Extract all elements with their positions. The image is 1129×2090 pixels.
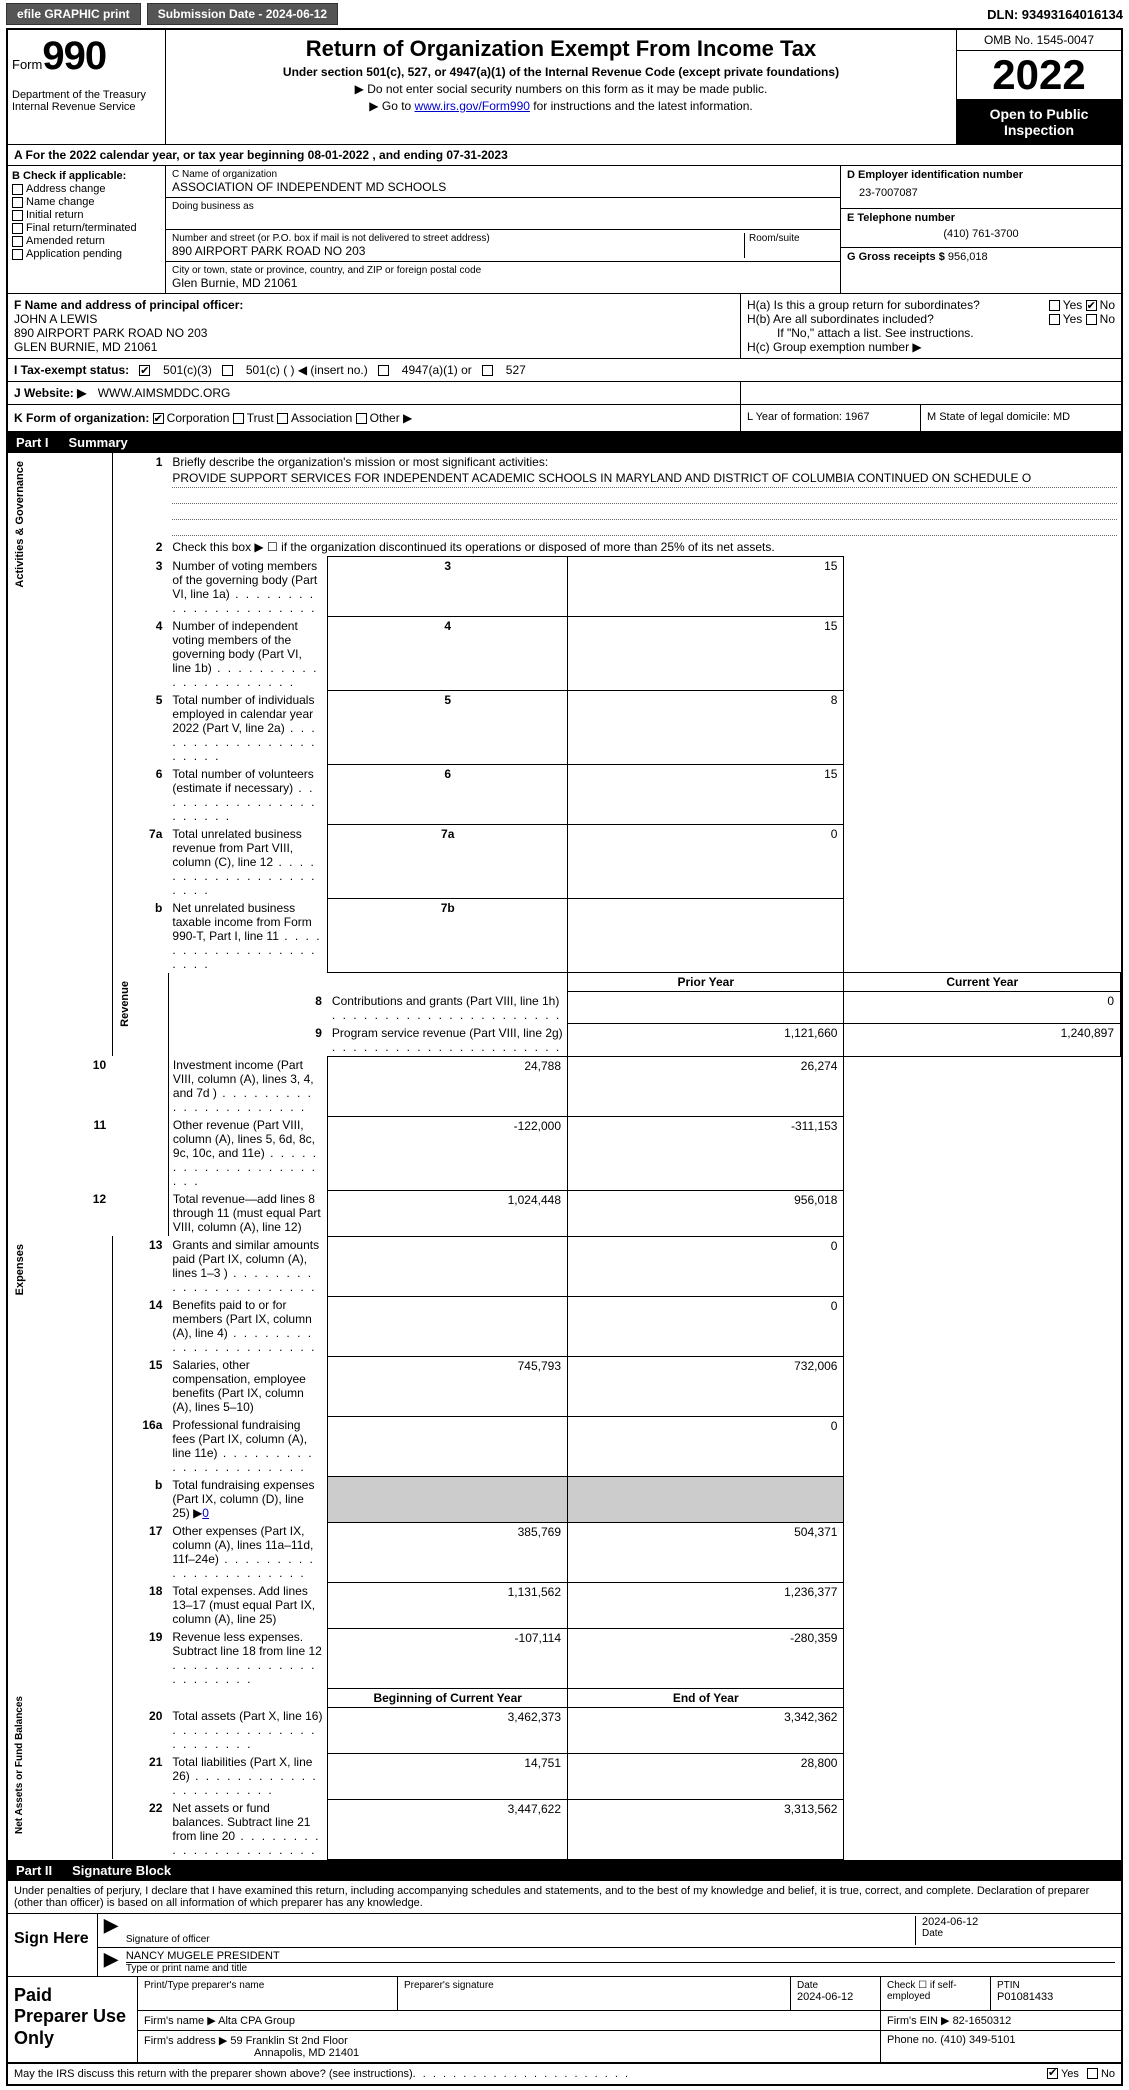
col-d: D Employer identification number 23-7007…	[841, 166, 1121, 293]
group-return: H(a) Is this a group return for subordin…	[741, 294, 1121, 358]
public-inspection: Open to Public Inspection	[957, 100, 1121, 144]
form-title: Return of Organization Exempt From Incom…	[170, 36, 952, 62]
firm-phone: (410) 349-5101	[940, 2034, 1015, 2046]
side-netassets: Net Assets or Fund Balances	[12, 1690, 27, 1840]
chk-discuss-no[interactable]	[1087, 2068, 1098, 2079]
row-a-period: A For the 2022 calendar year, or tax yea…	[8, 145, 1121, 166]
col-b-checkboxes: B Check if applicable: Address change Na…	[8, 166, 166, 293]
v7b	[568, 899, 844, 973]
form-990: Form990 Department of the Treasury Inter…	[6, 28, 1123, 2086]
chk-ha-yes[interactable]	[1049, 300, 1060, 311]
dln-label: DLN: 93493164016134	[987, 7, 1123, 22]
side-revenue: Revenue	[117, 975, 133, 1033]
street: 890 AIRPORT PARK ROAD NO 203	[172, 244, 744, 258]
topbar: efile GRAPHIC print Submission Date - 20…	[0, 0, 1129, 28]
state-domicile: M State of legal domicile: MD	[921, 405, 1121, 431]
chk-501c[interactable]	[222, 365, 233, 376]
chk-trust[interactable]	[233, 413, 244, 424]
year-formation: L Year of formation: 1967	[741, 405, 921, 431]
website-row: J Website: ▶ WWW.AIMSMDDC.ORG	[8, 382, 741, 404]
form-subtitle: Under section 501(c), 527, or 4947(a)(1)…	[170, 65, 952, 79]
arrow-icon: ▶	[104, 1916, 118, 1945]
chk-assoc[interactable]	[277, 413, 288, 424]
perjury-declaration: Under penalties of perjury, I declare th…	[8, 1881, 1121, 1913]
title-box: Return of Organization Exempt From Incom…	[166, 30, 956, 144]
sig-date: 2024-06-12	[922, 1916, 1115, 1928]
form-number: 990	[42, 34, 106, 78]
city-state-zip: Glen Burnie, MD 21061	[172, 276, 834, 290]
chk-other[interactable]	[356, 413, 367, 424]
v6: 15	[568, 765, 844, 825]
mission: PROVIDE SUPPORT SERVICES FOR INDEPENDENT…	[172, 469, 1116, 488]
tax-year: 2022	[957, 51, 1121, 100]
chk-ha-no[interactable]	[1086, 300, 1097, 311]
chk-amended[interactable]: Amended return	[12, 235, 161, 247]
footer: For Paperwork Reduction Act Notice, see …	[0, 2086, 1129, 2090]
side-activities: Activities & Governance	[12, 455, 28, 594]
entity-block: B Check if applicable: Address change Na…	[8, 166, 1121, 294]
firm-address: 59 Franklin St 2nd Floor	[230, 2035, 347, 2047]
v4: 15	[568, 617, 844, 691]
org-name: ASSOCIATION OF INDEPENDENT MD SCHOOLS	[172, 180, 834, 194]
part1-header: Part I Summary	[8, 432, 1121, 453]
chk-501c3[interactable]	[139, 365, 150, 376]
year-box: OMB No. 1545-0047 2022 Open to Public In…	[956, 30, 1121, 144]
part1-table: Activities & Governance 1 Briefly descri…	[8, 453, 1121, 1860]
paid-preparer-block: Paid Preparer Use Only Print/Type prepar…	[8, 1977, 1121, 2064]
chk-final-return[interactable]: Final return/terminated	[12, 222, 161, 234]
form-id-box: Form990 Department of the Treasury Inter…	[8, 30, 166, 144]
gross-receipts: 956,018	[948, 251, 988, 263]
omb-number: OMB No. 1545-0047	[957, 30, 1121, 51]
form-of-org: K Form of organization: Corporation Trus…	[8, 405, 1121, 432]
note-ssn: ▶ Do not enter social security numbers o…	[170, 82, 952, 96]
chk-4947[interactable]	[378, 365, 389, 376]
arrow-icon: ▶	[104, 1950, 118, 1974]
tax-exempt-status: I Tax-exempt status: 501(c)(3) 501(c) ( …	[8, 359, 1121, 382]
efile-print-button[interactable]: efile GRAPHIC print	[6, 3, 141, 25]
submission-date-button[interactable]: Submission Date - 2024-06-12	[147, 3, 338, 25]
sign-here-block: Sign Here ▶ Signature of officer 2024-06…	[8, 1913, 1121, 1977]
fundraising-link[interactable]: 0	[202, 1506, 209, 1520]
chk-discuss-yes[interactable]	[1047, 2068, 1058, 2079]
v3: 15	[568, 557, 844, 617]
dept-treasury: Department of the Treasury	[12, 89, 161, 101]
side-expenses: Expenses	[12, 1238, 28, 1301]
irs-label: Internal Revenue Service	[12, 101, 161, 113]
v7a: 0	[568, 825, 844, 899]
form-header: Form990 Department of the Treasury Inter…	[8, 30, 1121, 145]
firm-ein: 82-1650312	[953, 2015, 1012, 2027]
irs-discuss-row: May the IRS discuss this return with the…	[8, 2064, 1121, 2084]
chk-app-pending[interactable]: Application pending	[12, 248, 161, 260]
chk-address-change[interactable]: Address change	[12, 183, 161, 195]
chk-initial-return[interactable]: Initial return	[12, 209, 161, 221]
officer-group-row: F Name and address of principal officer:…	[8, 294, 1121, 359]
principal-officer: F Name and address of principal officer:…	[8, 294, 741, 358]
chk-hb-no[interactable]	[1086, 314, 1097, 325]
chk-name-change[interactable]: Name change	[12, 196, 161, 208]
irs-link[interactable]: www.irs.gov/Form990	[415, 99, 530, 113]
col-c-org: C Name of organization ASSOCIATION OF IN…	[166, 166, 841, 293]
officer-name-title: NANCY MUGELE PRESIDENT	[126, 1950, 1115, 1963]
chk-hb-yes[interactable]	[1049, 314, 1060, 325]
firm-name: Alta CPA Group	[218, 2015, 295, 2027]
part2-header: Part II Signature Block	[8, 1860, 1121, 1881]
telephone: (410) 761-3700	[847, 224, 1115, 244]
chk-corp[interactable]	[153, 413, 164, 424]
dba	[172, 212, 834, 226]
ein: 23-7007087	[847, 181, 1115, 205]
ptin: P01081433	[997, 1991, 1115, 2003]
note-goto: ▶ Go to www.irs.gov/Form990 for instruct…	[170, 99, 952, 113]
chk-527[interactable]	[482, 365, 493, 376]
v5: 8	[568, 691, 844, 765]
website: WWW.AIMSMDDC.ORG	[98, 386, 231, 400]
group-exemption: H(c) Group exemption number ▶	[747, 340, 1115, 354]
